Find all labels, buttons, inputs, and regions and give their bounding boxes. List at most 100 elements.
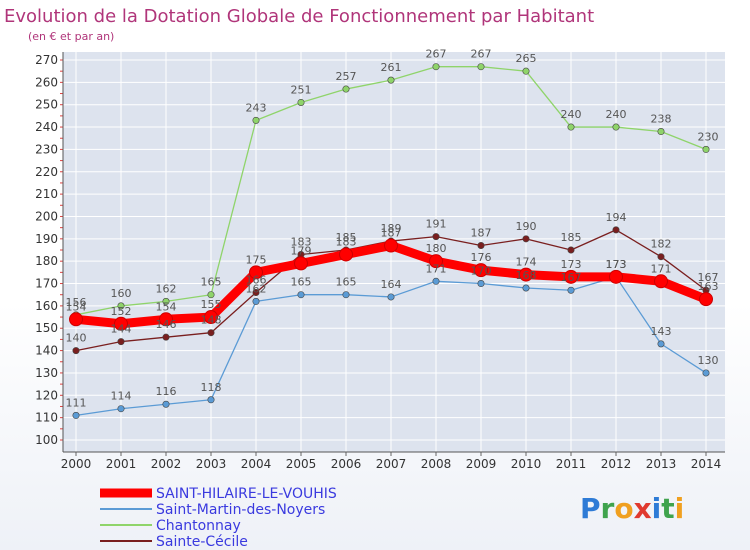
y-tick-label: 220	[35, 165, 58, 179]
logo-letter-6: t	[661, 492, 674, 525]
y-tick-label: 160	[35, 299, 58, 313]
data-label: 190	[516, 220, 537, 233]
data-label: 116	[156, 385, 177, 398]
data-point	[477, 63, 485, 71]
logo-letter-4: x	[634, 492, 652, 525]
y-tick-label: 130	[35, 366, 58, 380]
data-label: 118	[201, 381, 222, 394]
legend: SAINT-HILAIRE-LE-VOUHISSaint-Martin-des-…	[100, 486, 337, 550]
data-point	[204, 310, 218, 325]
data-label: 267	[471, 48, 492, 61]
data-point	[114, 316, 128, 331]
data-point	[339, 247, 353, 262]
data-label: 238	[651, 113, 672, 126]
logo-letter-1: P	[580, 492, 601, 525]
y-tick-label: 200	[35, 209, 58, 223]
data-label: 187	[381, 227, 402, 240]
data-label: 173	[561, 258, 582, 271]
y-tick-label: 190	[35, 232, 58, 246]
data-point	[342, 291, 350, 299]
data-label: 182	[651, 238, 672, 251]
legend-label: Saint-Martin-des-Noyers	[156, 502, 325, 518]
data-label: 166	[246, 273, 267, 286]
data-label: 165	[201, 276, 222, 289]
data-point	[612, 226, 620, 234]
y-tick-label: 270	[35, 53, 58, 67]
data-point	[522, 67, 530, 75]
data-label: 243	[246, 101, 267, 114]
data-label: 194	[606, 211, 627, 224]
x-tick-label: 2009	[466, 457, 497, 471]
data-point	[699, 292, 713, 307]
data-point	[567, 286, 575, 294]
data-point	[162, 297, 170, 305]
y-tick-label: 180	[35, 254, 58, 268]
data-point	[72, 411, 80, 419]
data-point	[69, 312, 83, 327]
x-tick-label: 2011	[556, 457, 587, 471]
data-point	[117, 302, 125, 310]
legend-label: SAINT-HILAIRE-LE-VOUHIS	[156, 486, 337, 502]
data-point	[474, 263, 488, 278]
data-point	[117, 338, 125, 346]
data-label: 162	[156, 282, 177, 295]
data-label: 173	[606, 258, 627, 271]
data-point	[297, 98, 305, 106]
data-label: 185	[561, 231, 582, 244]
data-label: 265	[516, 52, 537, 65]
x-tick-label: 2002	[151, 457, 182, 471]
logo-letter-3: o	[614, 492, 633, 525]
data-label: 183	[291, 235, 312, 248]
x-tick-label: 2007	[376, 457, 407, 471]
data-label: 148	[201, 314, 222, 327]
data-label: 183	[336, 235, 357, 248]
data-point	[294, 256, 308, 271]
y-tick-label: 120	[35, 388, 58, 402]
grid-lines	[63, 52, 725, 452]
data-label: 230	[698, 130, 719, 143]
data-label: 267	[426, 48, 447, 61]
x-tick-label: 2000	[61, 457, 92, 471]
data-point	[702, 145, 710, 153]
data-point	[117, 405, 125, 413]
data-label: 240	[561, 108, 582, 121]
data-point	[429, 254, 443, 269]
data-label: 144	[111, 323, 132, 336]
data-point	[657, 128, 665, 136]
data-label: 176	[471, 251, 492, 264]
data-point	[252, 297, 260, 305]
x-tick-label: 2008	[421, 457, 452, 471]
x-tick-label: 2006	[331, 457, 362, 471]
y-tick-label: 110	[35, 411, 58, 425]
data-label: 189	[381, 222, 402, 235]
data-label: 163	[698, 280, 719, 293]
y-tick-label: 240	[35, 120, 58, 134]
data-label: 187	[471, 227, 492, 240]
y-tick-label: 170	[35, 277, 58, 291]
data-label: 185	[336, 231, 357, 244]
data-point	[612, 123, 620, 131]
data-point	[297, 291, 305, 299]
data-label: 173	[606, 258, 627, 271]
data-point	[249, 265, 263, 280]
data-label: 111	[66, 396, 87, 409]
data-point	[477, 280, 485, 288]
data-label: 191	[426, 218, 447, 231]
data-label: 171	[426, 262, 447, 275]
data-label: 160	[111, 287, 132, 300]
data-point	[609, 269, 623, 284]
data-point	[657, 340, 665, 348]
data-label: 146	[156, 318, 177, 331]
data-point	[702, 369, 710, 377]
x-tick-label: 2014	[691, 457, 722, 471]
data-point	[477, 242, 485, 250]
data-label: 114	[111, 390, 132, 403]
legend-label: Sainte-Cécile	[156, 534, 248, 550]
data-label: 165	[291, 276, 312, 289]
data-label: 167	[561, 271, 582, 284]
data-point	[432, 63, 440, 71]
data-label: 240	[606, 108, 627, 121]
data-point	[564, 269, 578, 284]
data-point	[567, 123, 575, 131]
